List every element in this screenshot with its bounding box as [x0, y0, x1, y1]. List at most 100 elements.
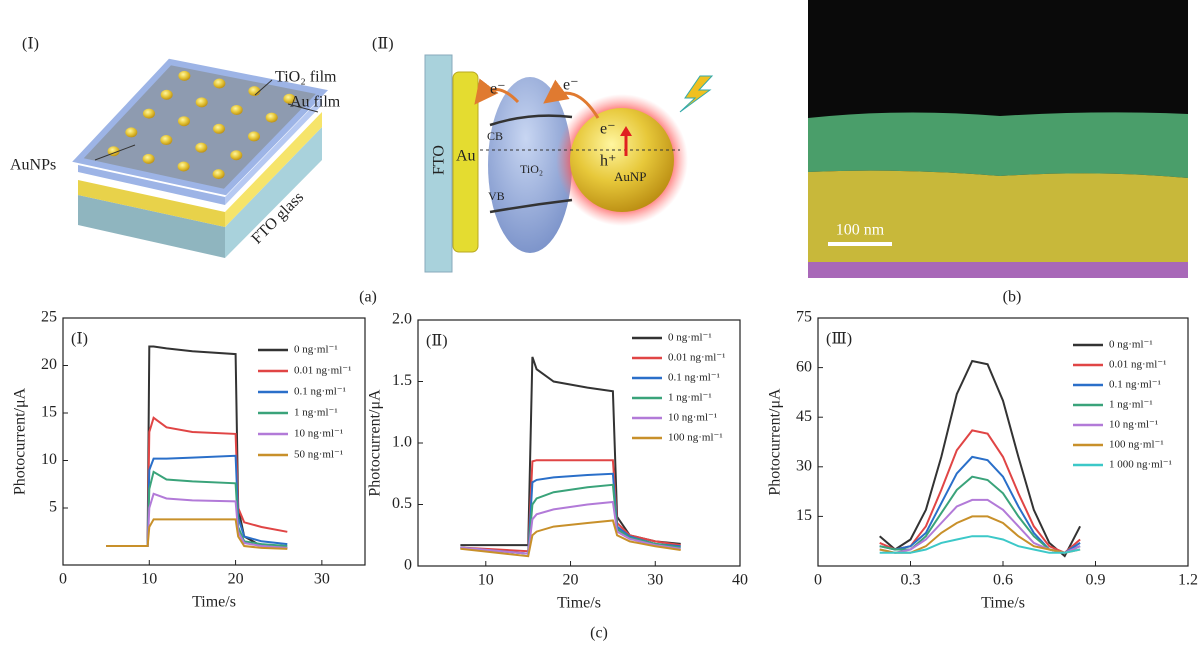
- panel-label: (Ⅲ): [826, 331, 852, 348]
- legend-label: 100 ng·ml⁻¹: [668, 432, 723, 444]
- data-line: [880, 500, 1080, 553]
- legend-label: 0.01 ng·ml⁻¹: [1109, 359, 1166, 371]
- y-axis-title: Photocurrent/μA: [367, 389, 384, 497]
- y-tick-label: 60: [796, 358, 812, 375]
- data-line: [460, 357, 680, 545]
- caption: (b): [1003, 289, 1022, 306]
- gold-dot: [125, 127, 137, 137]
- data-line: [460, 460, 680, 551]
- scale-label: 100 nm: [836, 222, 885, 239]
- gold-dot: [160, 135, 172, 145]
- charts: 0 10 20 30 5 10 15 20 25 Time/s Photocurrent/μA (Ⅰ)…: [12, 309, 1198, 612]
- gold-dot: [143, 154, 155, 164]
- fto-substrate: [808, 262, 1188, 278]
- x-tick-label: 0: [59, 571, 67, 588]
- data-line: [106, 494, 287, 548]
- gold-dot: [231, 105, 243, 115]
- figure: (Ⅰ) TiO₂ film Au film AuNPs FTO glass (Ⅱ…: [0, 0, 1200, 646]
- y-axis-title: Photocurrent/μA: [767, 388, 784, 496]
- label: TiO₂ film: [275, 69, 337, 86]
- x-tick-label: 0.9: [1086, 572, 1106, 589]
- x-tick-label: 0: [814, 572, 822, 589]
- y-tick-label: 5: [49, 499, 57, 516]
- label: CB: [487, 129, 503, 143]
- gold-dot: [248, 86, 260, 96]
- x-tick-label: 0.6: [993, 572, 1013, 589]
- legend-label: 0.1 ng·ml⁻¹: [1109, 379, 1161, 391]
- label: FTO: [431, 145, 448, 175]
- legend-label: 0 ng·ml⁻¹: [294, 344, 338, 356]
- aunp-particle: [570, 108, 674, 212]
- data-line: [880, 457, 1080, 553]
- legend-label: 50 ng·ml⁻¹: [294, 449, 343, 461]
- legend-label: 0.1 ng·ml⁻¹: [294, 386, 346, 398]
- y-tick-label: 0.5: [392, 495, 412, 512]
- y-tick-label: 45: [796, 408, 812, 425]
- legend-label: 0 ng·ml⁻¹: [1109, 339, 1153, 351]
- legend-label: 10 ng·ml⁻¹: [294, 428, 343, 440]
- legend-label: 10 ng·ml⁻¹: [668, 412, 717, 424]
- x-axis-title: Time/s: [981, 595, 1025, 612]
- label: Au film: [290, 94, 341, 111]
- y-tick-label: 30: [796, 457, 812, 474]
- y-axis-title: Photocurrent/μA: [12, 387, 29, 495]
- y-tick-label: 10: [41, 451, 57, 468]
- gold-dot: [266, 113, 278, 123]
- data-line: [106, 347, 287, 548]
- x-axis-title: Time/s: [192, 594, 236, 611]
- data-line: [880, 430, 1080, 552]
- x-tick-label: 30: [314, 571, 330, 588]
- y-tick-label: 25: [41, 309, 57, 326]
- x-tick-label: 40: [732, 572, 748, 589]
- y-tick-label: 1.0: [392, 434, 412, 451]
- x-tick-label: 10: [478, 572, 494, 589]
- x-tick-label: 20: [228, 571, 244, 588]
- data-line: [106, 472, 287, 546]
- caption: (a): [359, 289, 377, 306]
- caption: (c): [590, 625, 608, 642]
- y-tick-label: 15: [796, 507, 812, 524]
- legend-label: 10 ng·ml⁻¹: [1109, 419, 1158, 431]
- x-tick-label: 30: [647, 572, 663, 589]
- gold-dot: [143, 109, 155, 119]
- label: AuNP: [614, 169, 647, 184]
- label: TiO₂: [520, 162, 543, 176]
- gold-dot: [248, 131, 260, 141]
- x-tick-label: 0.3: [901, 572, 921, 589]
- label: Au: [456, 148, 476, 165]
- legend-label: 1 ng·ml⁻¹: [294, 407, 338, 419]
- data-line: [880, 477, 1080, 553]
- x-tick-label: 20: [563, 572, 579, 589]
- gold-dot: [178, 71, 190, 81]
- label: e⁻: [600, 121, 616, 138]
- au-film-layer: [808, 171, 1188, 262]
- panel-label: (Ⅱ): [372, 36, 394, 53]
- label: h⁺: [600, 153, 616, 170]
- x-axis-title: Time/s: [557, 595, 601, 612]
- legend-label: 1 ng·ml⁻¹: [668, 392, 712, 404]
- y-tick-label: 75: [796, 309, 812, 326]
- x-tick-label: 10: [141, 571, 157, 588]
- y-tick-label: 2.0: [392, 311, 412, 328]
- gold-dot: [178, 116, 190, 126]
- label: VB: [488, 189, 505, 203]
- y-tick-label: 1.5: [392, 372, 412, 389]
- legend-label: 0.01 ng·ml⁻¹: [294, 365, 351, 377]
- device-sketch: [78, 62, 322, 258]
- gold-dot: [195, 143, 207, 153]
- gold-dot: [230, 150, 242, 160]
- gold-dot: [213, 169, 225, 179]
- panel-label: (Ⅰ): [22, 36, 39, 53]
- panel-label: (Ⅰ): [71, 331, 88, 348]
- label: e⁻: [490, 81, 506, 98]
- y-tick-label: 15: [41, 404, 57, 421]
- x-tick-label: 1.2: [1178, 572, 1198, 589]
- legend-label: 0.01 ng·ml⁻¹: [668, 352, 725, 364]
- panel-label: (Ⅱ): [426, 333, 448, 350]
- label: AuNPs: [10, 157, 56, 174]
- legend-label: 1 000 ng·ml⁻¹: [1109, 459, 1172, 471]
- light-bolt: [680, 76, 712, 112]
- y-tick-label: 20: [41, 356, 57, 373]
- gold-dot: [178, 162, 190, 172]
- gold-dot: [213, 124, 225, 134]
